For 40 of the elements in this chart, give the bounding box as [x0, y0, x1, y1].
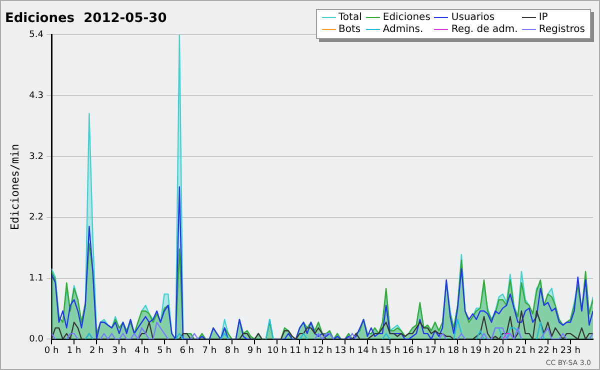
x-tick-label: 18 h — [448, 346, 468, 356]
x-tick-label: 22 h — [538, 346, 558, 356]
legend-label: Usuarios — [450, 12, 496, 24]
x-tick-label: 3 h — [112, 346, 126, 356]
x-tick-label: 8 h — [224, 346, 240, 356]
x-tick-label: 2 h — [89, 346, 104, 356]
legend-label: Ediciones — [382, 12, 430, 24]
y-axis-title: Ediciones/min — [8, 144, 22, 230]
y-tick-label: 2.2 — [29, 212, 44, 223]
x-tick-label: 20 h — [492, 346, 513, 356]
x-tick-label: 13 h — [334, 346, 355, 356]
y-tick-label: 4.3 — [29, 90, 44, 101]
x-tick-label: 7 h — [202, 346, 217, 356]
y-tick-label: 0.0 — [29, 334, 44, 345]
x-tick-label: 17 h — [425, 346, 446, 356]
x-tick-label: 15 h — [380, 346, 400, 356]
y-tick-label: 3.2 — [29, 152, 44, 162]
x-tick-label: 0 h — [44, 346, 59, 356]
legend-label: Bots — [338, 24, 362, 36]
legend-label: IP — [538, 12, 549, 24]
x-tick-label: 4 h — [134, 346, 149, 356]
legend-label: Reg. de adm. — [450, 24, 518, 36]
x-tick-label: 21 h — [515, 346, 536, 356]
legend-label: Registros — [538, 24, 585, 36]
x-tick-label: 5 h — [157, 346, 172, 356]
x-tick-label: 6 h — [180, 346, 194, 356]
x-tick-label: 23 h — [560, 346, 580, 356]
y-tick-label: 5.4 — [29, 30, 44, 40]
x-tick-label: 9 h — [247, 346, 262, 356]
x-tick-label: 10 h — [267, 346, 288, 356]
x-tick-label: 14 h — [357, 346, 378, 356]
x-tick-label: 16 h — [402, 346, 423, 356]
x-tick-label: 1 h — [66, 346, 82, 356]
x-tick-label: 19 h — [470, 346, 490, 356]
y-tick-label: 1.1 — [29, 274, 44, 284]
x-tick-label: 12 h — [312, 346, 332, 356]
legend-label: Total — [338, 12, 362, 24]
x-tick-label: 11 h — [290, 346, 310, 356]
chart-title: Ediciones 2012-05-30 — [5, 11, 167, 26]
legend-label: Admins. — [382, 24, 424, 36]
